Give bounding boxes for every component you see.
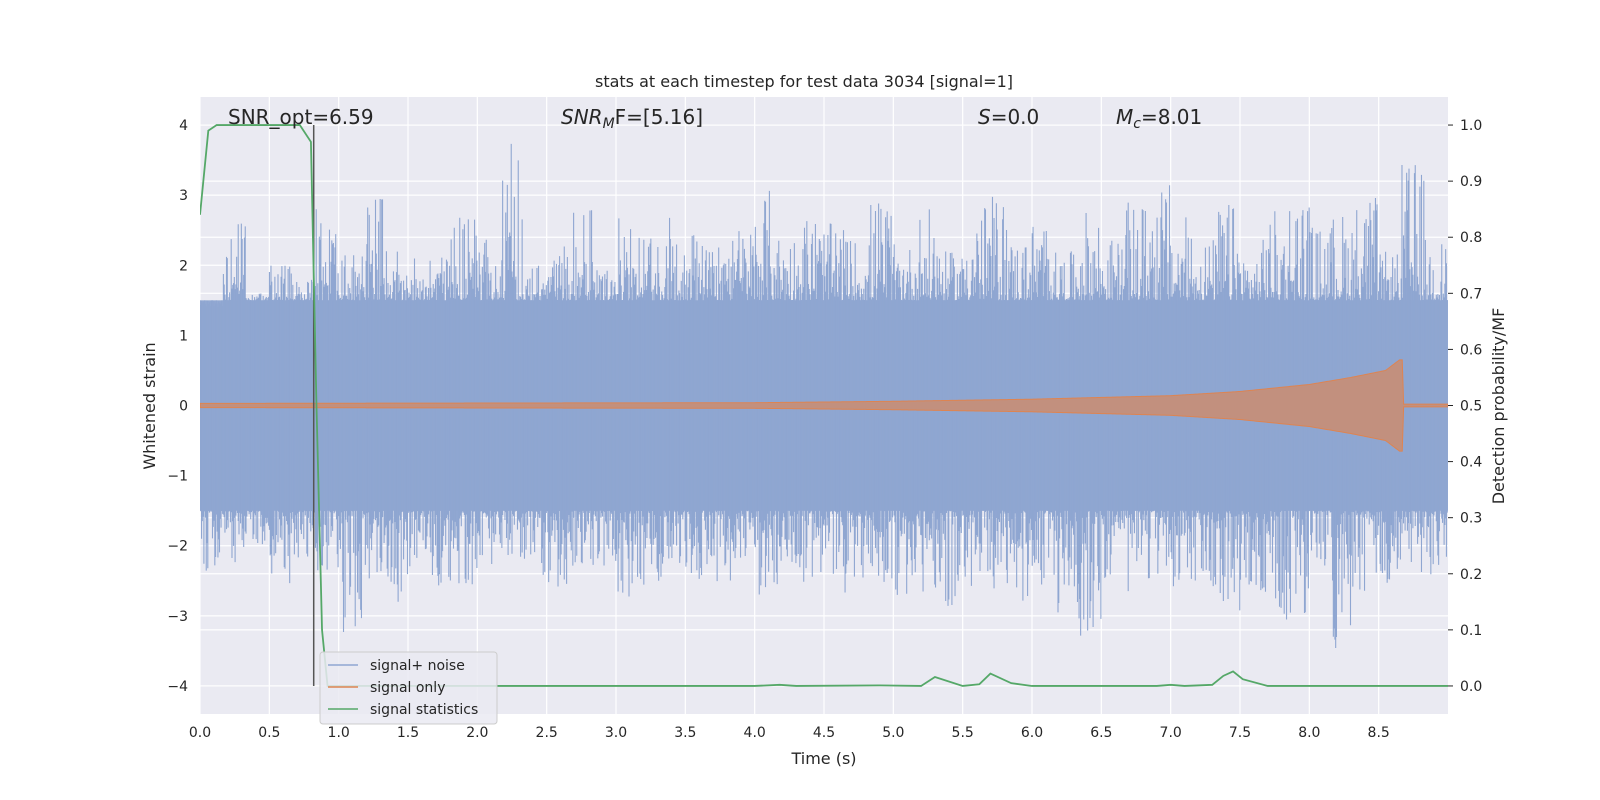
y2-tick-label: 0.2	[1460, 567, 1482, 583]
x-tick-label: 0.5	[258, 725, 280, 741]
x-axis-ticks: 0.0 0.5 1.0 1.5 2.0 2.5 3.0 3.5 4.0 4.5 5.0 5.5 6.0 6…	[189, 725, 1390, 741]
annotation-mc-rest: =8.01	[1141, 105, 1202, 129]
y-tick-label: 3	[179, 188, 188, 204]
y2-tick-label: 0.6	[1460, 342, 1482, 358]
annotation-mc-base: M	[1116, 105, 1133, 129]
annotation-s-base: S	[978, 105, 991, 129]
series-signal-statistics	[200, 124, 1448, 687]
y2-tick-label: 0.4	[1460, 455, 1482, 471]
legend-label-signal-statistics: signal statistics	[370, 702, 478, 718]
y-tick-label: −3	[167, 609, 188, 625]
x-tick-label: 5.0	[882, 725, 904, 741]
legend-label-signal-noise: signal+ noise	[370, 658, 465, 674]
y-axis-ticks: 4 3 2 1 0 −1 −2 −3 −4	[167, 118, 188, 695]
y-tick-label: 0	[179, 399, 188, 415]
x-tick-label: 3.0	[605, 725, 627, 741]
x-tick-label: 1.0	[328, 725, 350, 741]
y2-tick-label: 0.9	[1460, 174, 1482, 190]
x-tick-label: 0.0	[189, 725, 211, 741]
chart-title: stats at each timestep for test data 303…	[595, 72, 1013, 91]
annotation-snr-mf-base: SNR	[561, 105, 603, 129]
y-tick-label: 2	[179, 258, 188, 274]
series-signal-only	[200, 359, 1448, 452]
annotation-snr-mf-rest: F=[5.16]	[615, 105, 703, 129]
x-tick-label: 2.0	[466, 725, 488, 741]
x-tick-label: 4.0	[744, 725, 766, 741]
y-tick-label: 1	[179, 328, 188, 344]
x-tick-label: 2.5	[536, 725, 558, 741]
legend-box	[319, 651, 498, 725]
legend: signal+ noise signal only signal statist…	[319, 651, 498, 725]
y-axis-label: Whitened strain	[140, 342, 159, 469]
y-tick-label: −2	[167, 539, 188, 555]
x-tick-label: 8.5	[1368, 725, 1390, 741]
y2-tick-label: 0.7	[1460, 286, 1482, 302]
y2-tick-label: 0.3	[1460, 511, 1482, 527]
y2-tick-label: 0.8	[1460, 230, 1482, 246]
x-tick-label: 7.0	[1160, 725, 1182, 741]
series-layer	[200, 124, 1448, 687]
annotation-snr-mf-sub: M	[603, 116, 615, 132]
y2-tick-label: 0.1	[1460, 623, 1482, 639]
x-tick-label: 8.0	[1298, 725, 1320, 741]
x-tick-label: 6.5	[1090, 725, 1112, 741]
annotation-mc: Mc=8.01	[1116, 105, 1202, 132]
y2-axis-label: Detection probability/MF	[1489, 308, 1508, 505]
y2-axis-ticks: 1.0 0.9 0.8 0.7 0.6 0.5 0.4 0.3 0.2 0.1 0.0	[1448, 118, 1482, 695]
y2-tick-label: 0.0	[1460, 679, 1482, 695]
annotation-snr-mf: SNRMF=[5.16]	[561, 105, 703, 132]
x-tick-label: 5.5	[952, 725, 974, 741]
legend-label-signal-only: signal only	[370, 680, 445, 696]
x-tick-label: 1.5	[397, 725, 419, 741]
x-axis-label: Time (s)	[790, 749, 856, 768]
y2-tick-label: 0.5	[1460, 399, 1482, 415]
annotation-s: S=0.0	[978, 105, 1039, 129]
x-tick-label: 3.5	[674, 725, 696, 741]
y-tick-label: 4	[179, 118, 188, 134]
y-tick-label: −4	[167, 679, 188, 695]
y-tick-label: −1	[167, 469, 188, 485]
x-tick-label: 7.5	[1229, 725, 1251, 741]
annotation-snr-opt: SNR_opt=6.59	[228, 105, 374, 129]
x-tick-label: 4.5	[813, 725, 835, 741]
y2-tick-label: 1.0	[1460, 118, 1482, 134]
annotation-s-rest: =0.0	[991, 105, 1040, 129]
x-tick-label: 6.0	[1021, 725, 1043, 741]
annotation-mc-sub: c	[1133, 116, 1141, 132]
